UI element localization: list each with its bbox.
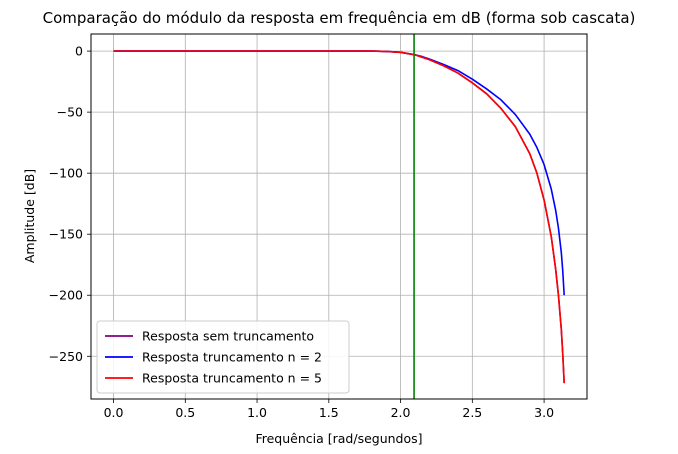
y-tick-label: −200 xyxy=(49,288,83,303)
x-tick-label: 1.5 xyxy=(319,405,339,420)
x-tick-label: 2.0 xyxy=(391,405,411,420)
legend-entry: Resposta truncamento n = 2 xyxy=(142,350,322,365)
x-tick-label: 0.5 xyxy=(175,405,195,420)
y-tick-label: −150 xyxy=(49,227,83,242)
plot-area xyxy=(113,34,565,399)
plot-frame xyxy=(90,33,588,400)
y-tick-label: −50 xyxy=(57,105,83,120)
y-tick-label: 0 xyxy=(75,44,83,59)
x-tick-label: 0.0 xyxy=(104,405,124,420)
y-axis: 0 −50 −100 −150 −200 −250 xyxy=(49,44,91,364)
legend-entry: Resposta truncamento n = 5 xyxy=(142,371,322,386)
x-tick-label: 3.0 xyxy=(534,405,554,420)
legend-entry: Resposta sem truncamento xyxy=(142,329,314,344)
legend-box xyxy=(96,320,350,394)
x-axis-label: Frequência [rad/segundos] xyxy=(255,431,422,446)
series-line-3 xyxy=(113,50,565,384)
y-tick-label: −100 xyxy=(49,166,83,181)
legend: Resposta sem truncamento Resposta truncam… xyxy=(96,320,350,394)
y-tick-label: −250 xyxy=(49,349,83,364)
x-axis: 0.0 0.5 1.0 1.5 2.0 2.5 3.0 xyxy=(104,399,554,420)
x-tick-label: 2.5 xyxy=(462,405,482,420)
y-axis-label: Amplitude [dB] xyxy=(22,169,37,263)
x-tick-label: 1.0 xyxy=(247,405,267,420)
chart-title: Comparação do módulo da resposta em freq… xyxy=(43,9,636,27)
